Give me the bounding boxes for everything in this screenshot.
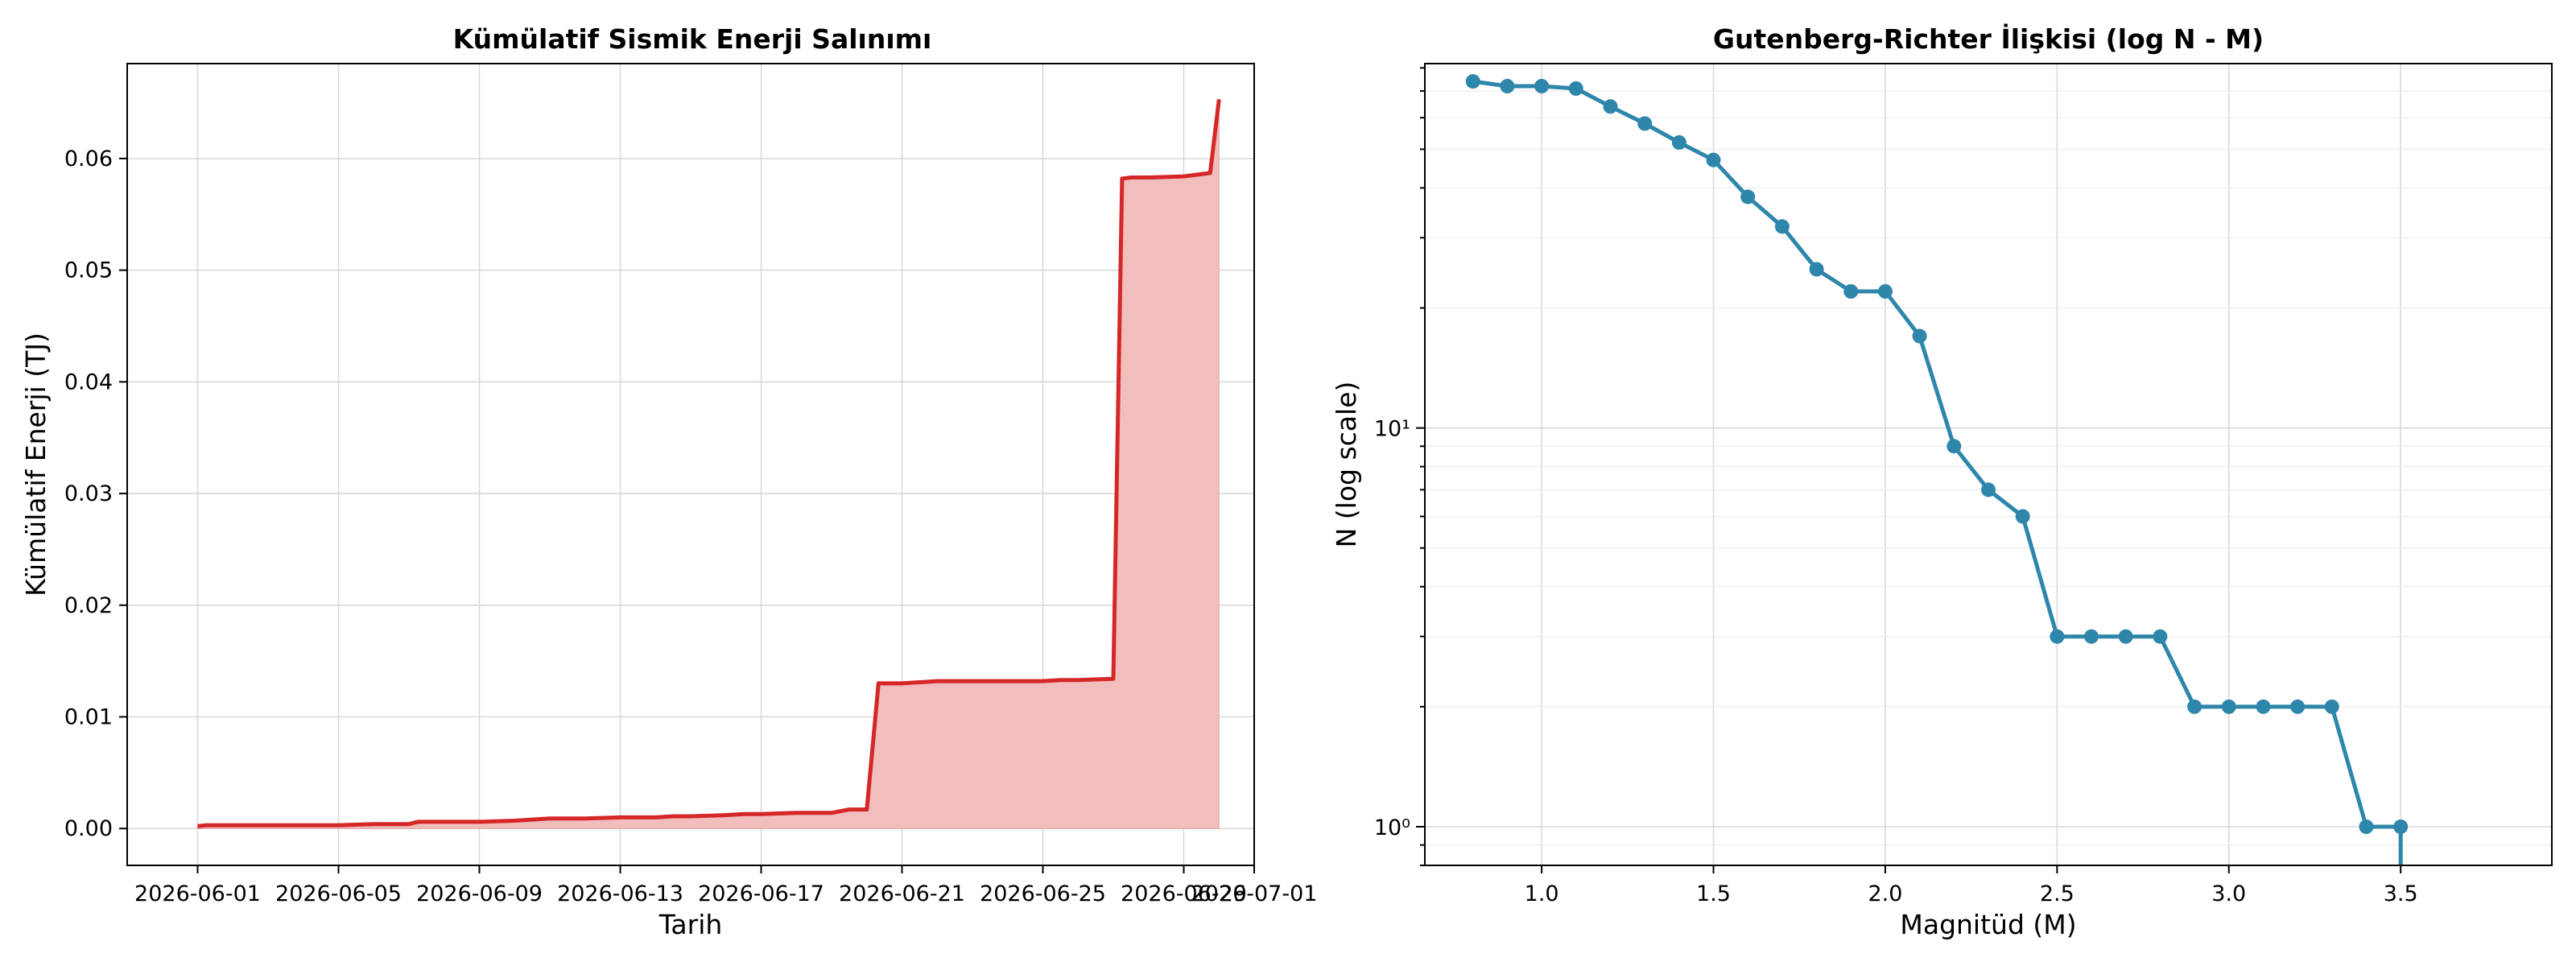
x-tick-label: 2026-06-09 <box>416 881 543 906</box>
gr-chart-xlabel: Magnitüd (M) <box>1900 909 2076 940</box>
energy-chart-xlabel: Tarih <box>658 909 723 940</box>
gutenberg-richter-chart: Gutenberg-Richter İlişkisi (log N - M) 1… <box>1331 23 2553 940</box>
x-tick-label: 2026-06-05 <box>275 881 402 906</box>
gr-data-point <box>1981 482 1996 497</box>
gr-line <box>1472 79 2403 865</box>
gr-chart-grid <box>1425 64 2552 866</box>
x-tick-label: 2.5 <box>2040 881 2074 906</box>
x-tick-label: 3.5 <box>2384 881 2418 906</box>
gr-data-point <box>2118 629 2133 644</box>
gr-data-point <box>2393 819 2409 834</box>
energy-chart-title: Kümülatif Sismik Enerji Salınımı <box>453 23 932 55</box>
gr-data-point <box>2153 629 2168 644</box>
gr-data-point <box>2050 629 2065 644</box>
y-tick-label: 0.01 <box>64 705 113 730</box>
x-tick-label: 2026-06-17 <box>698 881 824 906</box>
gr-data-point <box>2290 699 2306 714</box>
x-tick-label: 1.5 <box>1696 881 1731 906</box>
energy-chart-ticks: 2026-06-01 2026-06-05 2026-06-09 2026-06-13… <box>64 147 1318 906</box>
energy-chart-grid <box>127 64 1255 865</box>
gr-chart-ylabel: N (log scale) <box>1331 382 1362 548</box>
gr-data-point <box>1912 328 1927 344</box>
energy-chart-ylabel: Kümülatif Enerji (TJ) <box>20 332 52 597</box>
gr-chart-frame <box>1424 63 2553 866</box>
x-tick-label: 2.0 <box>1868 881 1902 906</box>
gr-data-point <box>1671 135 1686 150</box>
x-tick-label: 2026-06-25 <box>980 881 1106 906</box>
gr-data-point <box>2015 509 2030 524</box>
gr-data-point <box>2256 699 2271 714</box>
energy-chart: Kümülatif Sismik Enerji Salınımı 2026-06… <box>20 23 1317 940</box>
gr-data-point <box>2084 629 2099 644</box>
gr-data-point <box>2359 819 2374 834</box>
gr-data-point <box>2221 699 2236 714</box>
x-tick-label: 2026-07-01 <box>1191 881 1318 906</box>
y-tick-label: 0.00 <box>64 816 113 841</box>
gr-data-point <box>1946 439 1962 454</box>
gr-data-point <box>2324 699 2339 714</box>
gr-data-point <box>1500 79 1515 93</box>
gr-data-point <box>1568 81 1583 96</box>
gr-data-point <box>1637 116 1653 131</box>
x-tick-label: 2026-06-21 <box>839 881 965 906</box>
y-tick-label: 0.05 <box>64 258 113 283</box>
gr-data-point <box>2187 699 2202 714</box>
gr-data-point <box>1878 284 1893 299</box>
x-tick-label: 2026-06-13 <box>557 881 683 906</box>
y-tick-label: 0.04 <box>64 369 113 394</box>
gr-data-point <box>1809 262 1824 277</box>
energy-area <box>197 99 1220 829</box>
y-tick-label: 0.02 <box>64 593 113 618</box>
gr-data-point <box>1465 74 1480 89</box>
gr-data-point <box>1534 79 1550 93</box>
gr-chart-title: Gutenberg-Richter İlişkisi (log N - M) <box>1713 23 2264 55</box>
energy-chart-frame <box>126 63 1255 866</box>
gr-points <box>1465 74 2409 834</box>
y-tick-label: 0.03 <box>64 481 113 506</box>
gr-chart-ticks: 1.0 1.5 2.0 2.5 3.0 3.5 10⁰ 10¹ <box>1374 67 2418 906</box>
y-tick-label: 10¹ <box>1374 417 1410 442</box>
gr-data-point <box>1740 189 1756 204</box>
gr-data-point <box>1774 219 1790 234</box>
y-tick-label: 0.06 <box>64 147 113 171</box>
x-tick-label: 1.0 <box>1525 881 1559 906</box>
gr-data-point <box>1706 152 1721 167</box>
x-tick-label: 2026-06-29 <box>1121 881 1247 906</box>
y-tick-label: 10⁰ <box>1374 815 1410 840</box>
x-tick-label: 3.0 <box>2211 881 2246 906</box>
gr-data-point <box>1603 99 1618 114</box>
energy-line <box>197 99 1221 828</box>
x-tick-label: 2026-06-01 <box>134 881 261 906</box>
gr-data-point <box>1843 284 1859 299</box>
